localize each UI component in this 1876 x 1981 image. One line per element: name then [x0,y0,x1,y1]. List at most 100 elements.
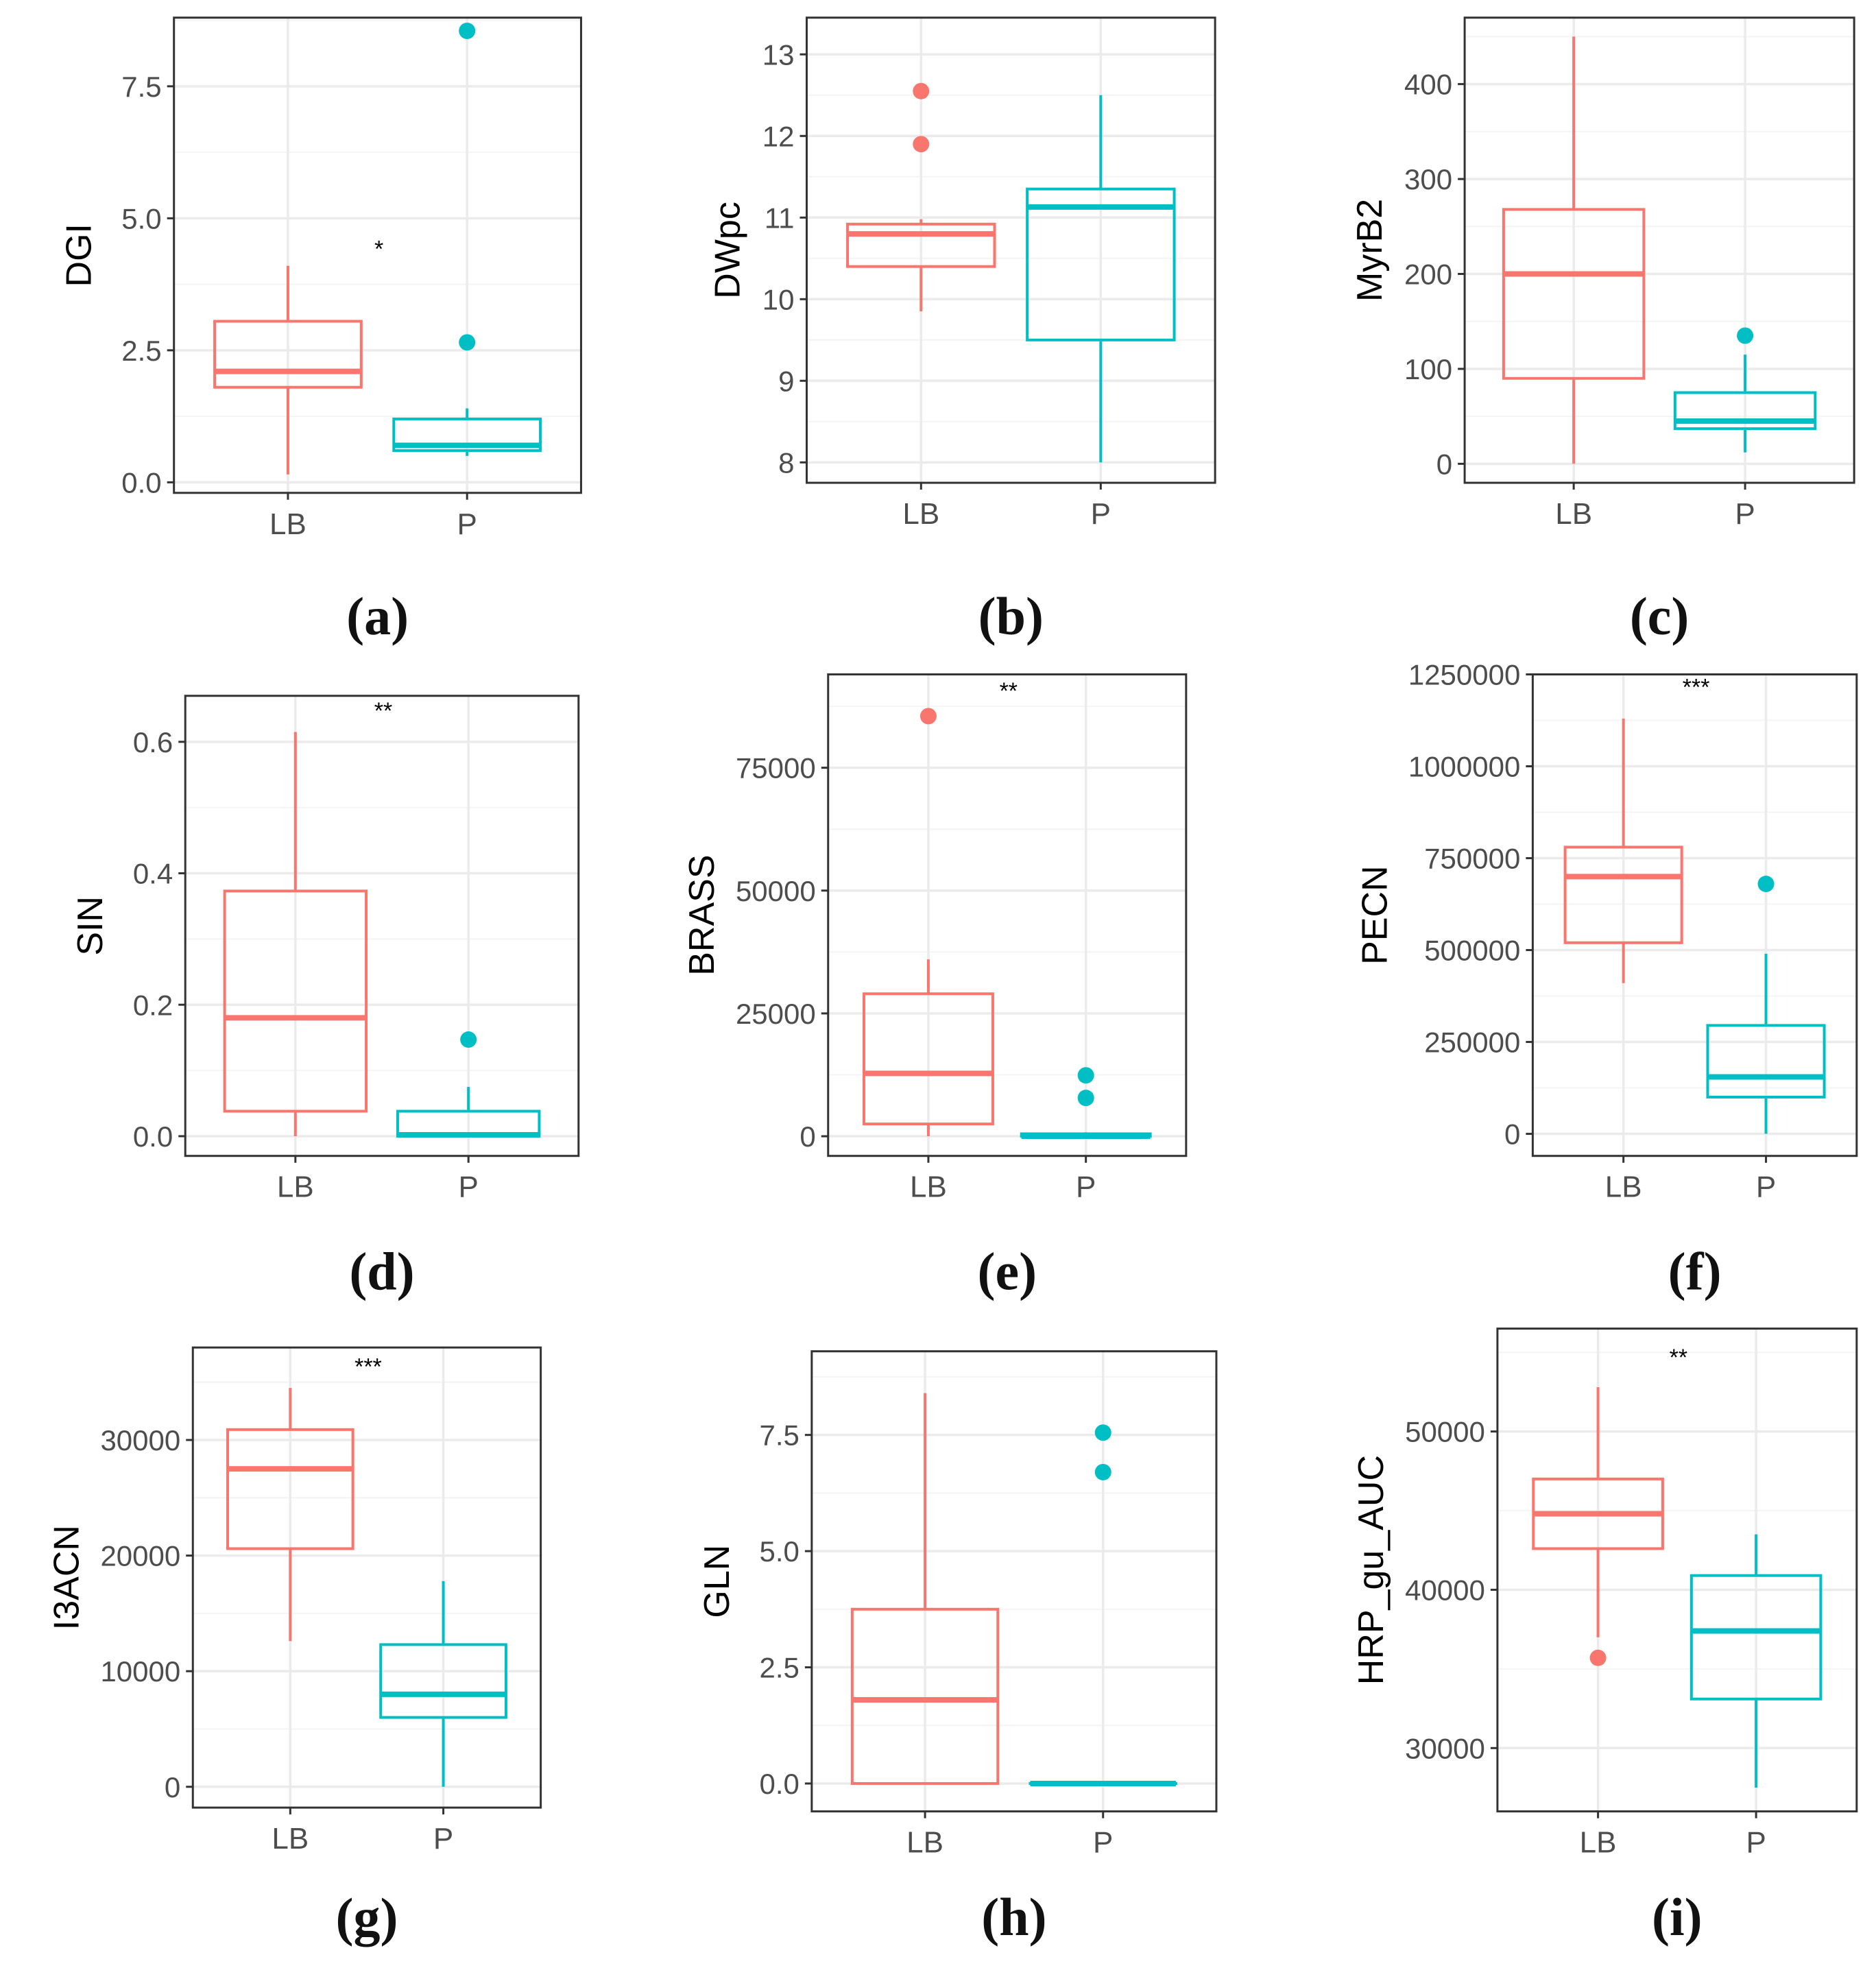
x-tick-label: LB [269,507,306,541]
panel-background [812,1352,1216,1812]
significance-marker: ** [1670,1345,1687,1371]
outlier-point [459,23,475,39]
panel-background [1465,18,1854,483]
panel-caption: (e) [978,1242,1037,1301]
outlier-point [913,136,929,152]
panel-background [193,1347,540,1808]
y-tick-label: 10000 [100,1655,180,1688]
panel-background [828,674,1186,1155]
outlier-point [459,334,475,350]
y-tick-label: 75000 [736,752,816,784]
y-tick-label: 300 [1404,163,1452,195]
panel-background [1532,674,1856,1155]
x-tick-label: P [459,1170,479,1204]
y-tick-label: 20000 [100,1540,180,1572]
boxplot-panel-9: ** 30000 40000 50000 LB P HRP_gu_AUC (i) [1351,1329,1857,1947]
y-tick-label: 750000 [1424,843,1520,875]
y-tick-label: 0.6 [133,726,173,758]
x-tick-label: P [1093,1826,1113,1860]
outlier-point [1095,1464,1111,1480]
y-tick-label: 7.5 [759,1419,799,1452]
outlier-point [1078,1090,1094,1106]
y-axis-title: MyrB2 [1350,199,1390,302]
y-tick-label: 500000 [1424,935,1520,967]
panel-background [807,18,1216,483]
x-tick-label: P [1756,1170,1776,1204]
panel-caption: (h) [981,1887,1046,1947]
y-tick-label: 30000 [100,1424,180,1456]
x-tick-label: LB [1555,497,1592,531]
outlier-point [1078,1067,1094,1083]
y-tick-label: 0 [799,1120,815,1153]
y-axis-title: DGI [60,224,99,287]
x-tick-label: P [1091,497,1111,531]
y-tick-label: 200 [1404,259,1452,291]
y-tick-label: 250000 [1424,1026,1520,1059]
y-tick-label: 0.4 [133,858,173,890]
y-tick-label: 0.0 [133,1120,173,1153]
y-tick-label: 10 [762,283,795,315]
significance-marker: ** [374,698,392,724]
panel-background [1498,1329,1857,1812]
x-tick-label: P [1076,1170,1096,1204]
outlier-point [1590,1650,1607,1666]
y-axis-title: I3ACN [47,1525,86,1630]
y-tick-label: 13 [762,38,795,71]
outlier-point [460,1031,477,1048]
x-tick-label: P [1735,497,1755,531]
y-tick-label: 100 [1404,353,1452,385]
y-tick-label: 5.0 [121,202,161,235]
x-tick-label: LB [272,1822,309,1856]
x-tick-label: P [433,1822,453,1856]
y-axis-title: HRP_gu_AUC [1351,1455,1391,1685]
y-tick-label: 400 [1404,69,1452,101]
x-tick-label: LB [910,1170,947,1204]
outlier-point [1095,1424,1111,1441]
y-axis-title: SIN [71,896,110,956]
y-axis-title: DWpc [708,202,748,299]
panel-caption: (i) [1652,1887,1703,1947]
x-tick-label: LB [1605,1170,1642,1204]
y-tick-label: 40000 [1405,1574,1485,1606]
y-tick-label: 0 [1436,448,1452,480]
outlier-point [1737,327,1753,344]
x-tick-label: P [1746,1826,1766,1860]
y-tick-label: 0.0 [121,466,161,499]
y-tick-label: 7.5 [121,71,161,103]
x-tick-label: LB [906,1826,943,1860]
y-tick-label: 2.5 [121,335,161,367]
y-tick-label: 12 [762,120,795,152]
x-tick-label: LB [277,1170,314,1204]
y-axis-title: BRASS [682,854,722,975]
significance-marker: ** [1000,678,1018,704]
outlier-point [913,83,929,99]
y-tick-label: 50000 [736,875,816,907]
y-tick-label: 0.2 [133,989,173,1021]
significance-marker: * [374,237,383,263]
outlier-point [920,708,937,724]
x-tick-label: LB [902,497,939,531]
y-tick-label: 0 [1504,1118,1520,1151]
y-tick-label: 5.0 [759,1535,799,1568]
y-axis-title: GLN [697,1545,737,1618]
y-tick-label: 9 [778,365,794,397]
outlier-point [1758,876,1775,892]
y-tick-label: 8 [778,446,794,479]
y-tick-label: 1000000 [1408,751,1521,783]
significance-marker: *** [1683,675,1710,701]
y-tick-label: 30000 [1405,1732,1485,1764]
y-tick-label: 50000 [1405,1416,1485,1448]
y-tick-label: 1250000 [1408,658,1521,691]
x-tick-label: LB [1580,1826,1617,1860]
y-tick-label: 2.5 [759,1652,799,1684]
panel-caption: (g) [335,1887,398,1947]
